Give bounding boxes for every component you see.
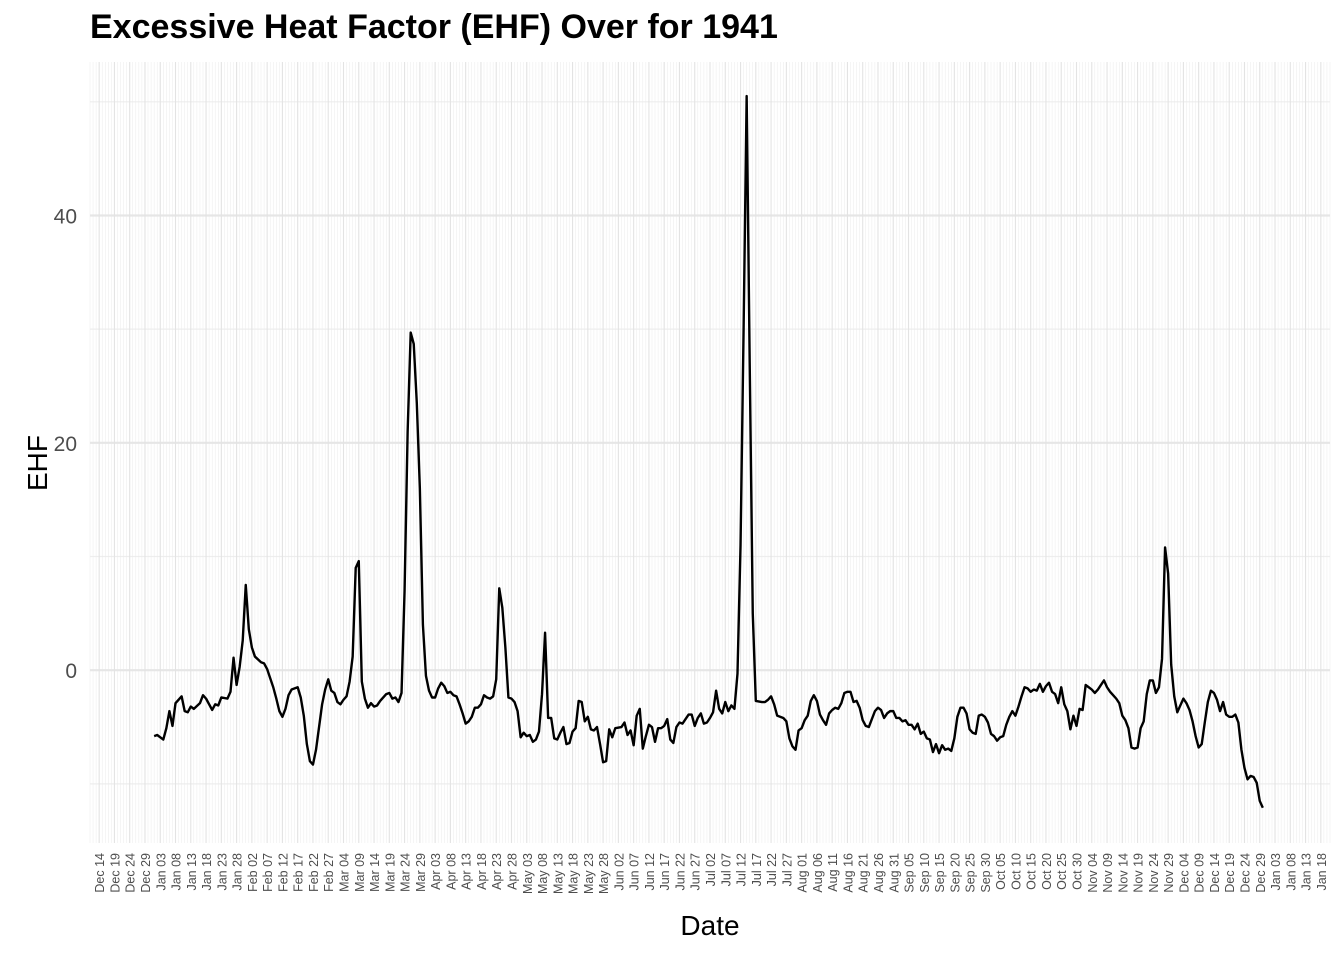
x-tick-label: May 13 (551, 853, 565, 894)
x-tick-label: Dec 09 (1193, 853, 1207, 893)
x-tick-label: Nov 19 (1132, 853, 1146, 893)
x-tick-label: Jan 28 (231, 853, 245, 891)
x-tick-label: Dec 19 (1223, 853, 1237, 893)
chart-title: Excessive Heat Factor (EHF) Over for 194… (90, 8, 778, 46)
x-tick-label: Dec 04 (1177, 853, 1191, 893)
y-tick-label: 0 (65, 660, 77, 683)
x-tick-label: Aug 31 (887, 853, 901, 893)
x-tick-label: Dec 24 (1238, 853, 1252, 893)
x-tick-labels: Dec 14 Dec 19 Dec 24 Dec 29 Jan 03 Jan 08 Jan … (93, 853, 1329, 894)
x-tick-label: Aug 21 (857, 853, 871, 893)
major-x-gridlines (98, 62, 1322, 843)
x-tick-label: Oct 05 (994, 853, 1008, 890)
x-tick-label: Nov 04 (1086, 853, 1100, 893)
x-tick-label: Dec 29 (139, 853, 153, 893)
x-tick-label: Sep 15 (933, 853, 947, 893)
x-tick-label: Oct 10 (1009, 853, 1023, 890)
x-tick-label: Jan 13 (1300, 853, 1314, 891)
x-tick-label: Mar 29 (414, 853, 428, 892)
x-tick-label: Apr 18 (475, 853, 489, 890)
x-tick-label: Nov 09 (1101, 853, 1115, 893)
x-tick-label: Jan 18 (1315, 853, 1329, 891)
x-tick-label: Mar 04 (338, 853, 352, 892)
x-tick-label: Jan 08 (1284, 853, 1298, 891)
x-tick-label: Feb 07 (261, 853, 275, 892)
minor-x-gridlines (89, 62, 1331, 843)
x-tick-label: Jan 03 (154, 853, 168, 891)
x-tick-label: Aug 01 (796, 853, 810, 893)
x-tick-label: Mar 24 (399, 853, 413, 892)
x-tick-label: Feb 22 (307, 853, 321, 892)
x-tick-label: Jan 03 (1269, 853, 1283, 891)
x-tick-label: Jan 08 (170, 853, 184, 891)
x-tick-label: Aug 26 (872, 853, 886, 893)
x-tick-label: Oct 25 (1055, 853, 1069, 890)
series-layer (153, 94, 1264, 809)
x-tick-label: Aug 16 (841, 853, 855, 893)
x-tick-label: Jun 12 (643, 853, 657, 891)
x-tick-label: Jan 13 (185, 853, 199, 891)
x-tick-label: Jul 27 (780, 853, 794, 886)
x-tick-label: Oct 20 (1040, 853, 1054, 890)
x-tick-label: Feb 12 (276, 853, 290, 892)
x-axis-label: Date (680, 910, 740, 941)
x-tick-label: Jan 18 (200, 853, 214, 891)
x-tick-label: Jul 07 (719, 853, 733, 886)
x-tick-label: Nov 24 (1147, 853, 1161, 893)
x-tick-label: Apr 08 (444, 853, 458, 890)
x-tick-label: Sep 20 (948, 853, 962, 893)
x-tick-label: Dec 19 (108, 853, 122, 893)
x-tick-label: Oct 15 (1025, 853, 1039, 890)
x-tick-label: May 18 (567, 853, 581, 894)
x-tick-label: Apr 23 (490, 853, 504, 890)
x-tick-label: Jul 12 (735, 853, 749, 886)
x-tick-label: Jan 23 (215, 853, 229, 891)
x-tick-label: Sep 25 (964, 853, 978, 893)
y-tick-labels: 0 20 40 (54, 205, 77, 683)
x-tick-label: Aug 11 (826, 853, 840, 892)
x-tick-label: Dec 24 (124, 853, 138, 893)
x-tick-label: Mar 09 (353, 853, 367, 892)
x-tick-label: May 23 (582, 853, 596, 894)
x-tick-label: Feb 27 (322, 853, 336, 892)
x-tick-label: Mar 19 (383, 853, 397, 892)
x-tick-label: Apr 13 (460, 853, 474, 890)
x-tick-label: Jul 17 (750, 853, 764, 886)
x-tick-label: Sep 30 (979, 853, 993, 893)
x-tick-label: Jun 07 (628, 853, 642, 891)
x-tick-label: Nov 14 (1116, 853, 1130, 893)
y-tick-label: 20 (54, 433, 77, 456)
x-tick-label: Jun 17 (658, 853, 672, 891)
x-tick-label: May 28 (597, 853, 611, 894)
x-tick-label: Jun 27 (689, 853, 703, 891)
series-line (153, 94, 1264, 809)
x-tick-label: Jun 02 (612, 853, 626, 891)
x-tick-label: Feb 17 (292, 853, 306, 892)
x-tick-label: Jul 22 (765, 853, 779, 886)
x-tick-label: Apr 28 (505, 853, 519, 890)
x-tick-label: May 03 (521, 853, 535, 894)
x-tick-label: Oct 30 (1071, 853, 1085, 890)
x-tick-label: Sep 05 (903, 853, 917, 893)
x-tick-label: Dec 29 (1254, 853, 1268, 893)
x-tick-label: Nov 29 (1162, 853, 1176, 893)
x-tick-label: Aug 06 (811, 853, 825, 893)
x-tick-label: Dec 14 (1208, 853, 1222, 893)
x-tick-label: May 08 (536, 853, 550, 894)
x-tick-label: Feb 02 (246, 853, 260, 892)
x-tick-label: Apr 03 (429, 853, 443, 890)
x-tick-label: Sep 10 (918, 853, 932, 893)
x-tick-label: Mar 14 (368, 853, 382, 892)
x-tick-label: Jul 02 (704, 853, 718, 886)
x-tick-label: Jun 22 (673, 853, 687, 891)
x-tick-label: Dec 14 (93, 853, 107, 893)
y-axis-label: EHF (22, 435, 53, 491)
y-tick-label: 40 (54, 205, 77, 228)
